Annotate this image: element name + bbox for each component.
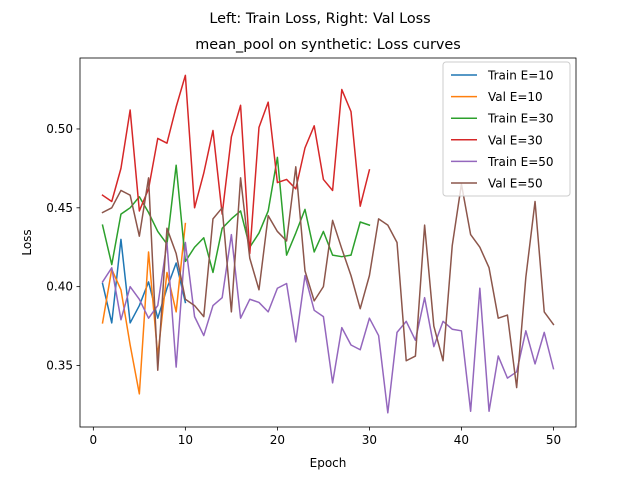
legend: Train E=10 Val E=10 Train E=30 Val E=30 Trai… <box>442 61 571 197</box>
x-tick-label: 30 <box>362 433 377 447</box>
legend-label-val-e-50: Val E=50 <box>488 177 543 191</box>
chart-title: mean_pool on synthetic: Loss curves <box>195 37 461 53</box>
series-line-train-e-30 <box>101 156 371 274</box>
x-tick-label: 20 <box>270 433 285 447</box>
figure-suptitle: Left: Train Loss, Right: Val Loss <box>209 11 430 27</box>
legend-label-val-e-30: Val E=30 <box>488 133 543 147</box>
axes-frame <box>79 57 577 428</box>
series-line-val-e-50 <box>101 166 555 389</box>
y-tick-label: 0.45 <box>46 201 73 215</box>
x-axis: 0 10 20 30 40 50 <box>90 427 561 447</box>
series-line-val-e-10 <box>101 222 187 395</box>
y-axis: 0.35 0.40 0.45 0.50 <box>46 122 80 373</box>
x-axis-label: Epoch <box>310 456 347 470</box>
series-line-train-e-50 <box>101 233 555 414</box>
x-tick-label: 40 <box>454 433 469 447</box>
y-tick-label: 0.40 <box>46 280 73 294</box>
x-tick-label: 0 <box>90 433 98 447</box>
series-layer <box>101 74 555 414</box>
y-tick-label: 0.35 <box>46 359 73 373</box>
y-tick-label: 0.50 <box>46 122 73 136</box>
legend-label-train-e-50: Train E=50 <box>487 155 554 169</box>
legend-label-val-e-10: Val E=10 <box>488 90 543 104</box>
series-line-val-e-30 <box>101 74 371 255</box>
x-tick-label: 50 <box>546 433 561 447</box>
legend-label-train-e-30: Train E=30 <box>487 112 554 126</box>
y-axis-label: Loss <box>20 229 34 255</box>
legend-box <box>442 61 571 197</box>
plot-area <box>79 57 577 428</box>
legend-label-train-e-10: Train E=10 <box>487 69 554 83</box>
x-tick-label: 10 <box>178 433 193 447</box>
